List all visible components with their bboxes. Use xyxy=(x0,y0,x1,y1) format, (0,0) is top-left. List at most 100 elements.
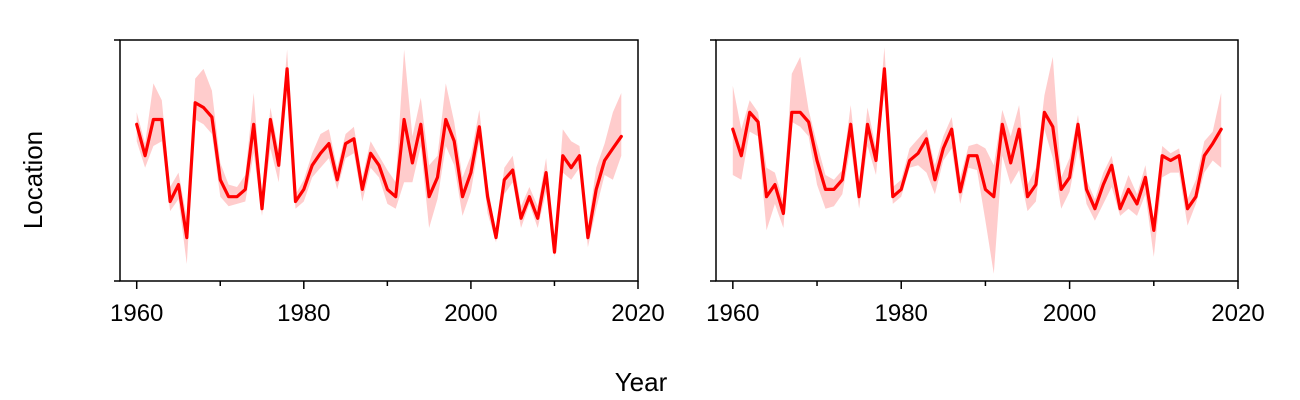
data-point xyxy=(277,163,281,167)
data-point xyxy=(1000,122,1004,126)
data-point xyxy=(1186,207,1190,211)
data-point xyxy=(849,122,853,126)
data-point xyxy=(394,195,398,199)
data-point xyxy=(377,163,381,167)
series-line xyxy=(135,67,623,254)
data-point xyxy=(1194,195,1198,199)
data-point xyxy=(891,195,895,199)
data-point xyxy=(310,163,314,167)
data-point xyxy=(1177,154,1181,158)
data-point xyxy=(410,161,414,165)
data-point xyxy=(227,195,231,199)
data-point xyxy=(790,110,794,114)
data-point xyxy=(739,154,743,158)
data-point xyxy=(1143,175,1147,179)
data-point xyxy=(731,127,735,131)
data-point xyxy=(461,195,465,199)
data-point xyxy=(268,118,272,122)
data-point xyxy=(352,137,356,141)
data-point xyxy=(151,118,155,122)
data-point xyxy=(916,151,920,155)
data-point xyxy=(619,134,623,138)
data-point xyxy=(1127,187,1131,191)
data-point xyxy=(369,151,373,155)
data-point xyxy=(1110,163,1114,167)
data-point xyxy=(327,142,331,146)
data-point xyxy=(444,118,448,122)
data-point xyxy=(765,195,769,199)
data-point xyxy=(527,195,531,199)
data-point xyxy=(502,178,506,182)
data-point xyxy=(536,216,540,220)
data-point xyxy=(1202,154,1206,158)
x-tick-label: 2000 xyxy=(444,300,497,327)
data-point xyxy=(177,183,181,187)
data-point xyxy=(807,120,811,124)
data-point xyxy=(908,159,912,163)
data-point xyxy=(586,236,590,240)
x-tick-label: 2020 xyxy=(1211,300,1264,327)
data-point xyxy=(603,159,607,163)
x-tick-label: 2020 xyxy=(611,300,664,327)
data-point xyxy=(1076,122,1080,126)
data-point xyxy=(773,183,777,187)
data-point xyxy=(967,154,971,158)
data-point xyxy=(925,137,929,141)
data-point xyxy=(1160,154,1164,158)
data-point xyxy=(1135,202,1139,206)
data-point xyxy=(553,250,557,254)
data-point xyxy=(285,67,289,71)
data-point xyxy=(1068,175,1072,179)
data-point xyxy=(218,178,222,182)
data-point xyxy=(1042,110,1046,114)
data-point xyxy=(427,195,431,199)
data-point xyxy=(1017,127,1021,131)
data-point xyxy=(185,236,189,240)
data-point xyxy=(235,195,239,199)
data-point xyxy=(561,154,565,158)
x-tick-label: 1960 xyxy=(706,300,759,327)
y-axis-title: Location xyxy=(18,131,48,229)
data-point xyxy=(983,187,987,191)
data-point xyxy=(611,146,615,150)
data-point xyxy=(294,200,298,204)
data-point xyxy=(1211,142,1215,146)
data-point xyxy=(975,154,979,158)
data-point xyxy=(824,187,828,191)
data-point xyxy=(402,118,406,122)
data-point xyxy=(143,154,147,158)
data-point xyxy=(950,127,954,131)
data-point xyxy=(1059,187,1063,191)
x-axis-title: Year xyxy=(615,367,668,397)
plot-frame xyxy=(715,39,1239,282)
data-point xyxy=(1034,183,1038,187)
data-point xyxy=(168,200,172,204)
data-point xyxy=(486,195,490,199)
data-point xyxy=(202,106,206,110)
data-point xyxy=(832,187,836,191)
data-point xyxy=(494,236,498,240)
data-point xyxy=(319,151,323,155)
data-point xyxy=(899,187,903,191)
data-point xyxy=(436,175,440,179)
data-point xyxy=(756,120,760,124)
data-point xyxy=(335,178,339,182)
data-point xyxy=(385,187,389,191)
confidence-band xyxy=(136,49,622,265)
data-point xyxy=(815,159,819,163)
data-point xyxy=(511,168,515,172)
x-tick-label: 2000 xyxy=(1043,300,1096,327)
chart-panel-right: 1960 1980 2000 2020 xyxy=(706,39,1265,327)
chart-panel-left: 1960 1980 2000 2020 xyxy=(110,39,665,327)
data-point xyxy=(452,139,456,143)
data-point xyxy=(1118,207,1122,211)
data-point xyxy=(1219,127,1223,131)
data-point xyxy=(302,187,306,191)
data-point xyxy=(798,110,802,114)
data-point xyxy=(210,115,214,119)
data-point xyxy=(1093,207,1097,211)
data-point xyxy=(544,171,548,175)
data-point xyxy=(1051,125,1055,129)
data-point xyxy=(260,207,264,211)
